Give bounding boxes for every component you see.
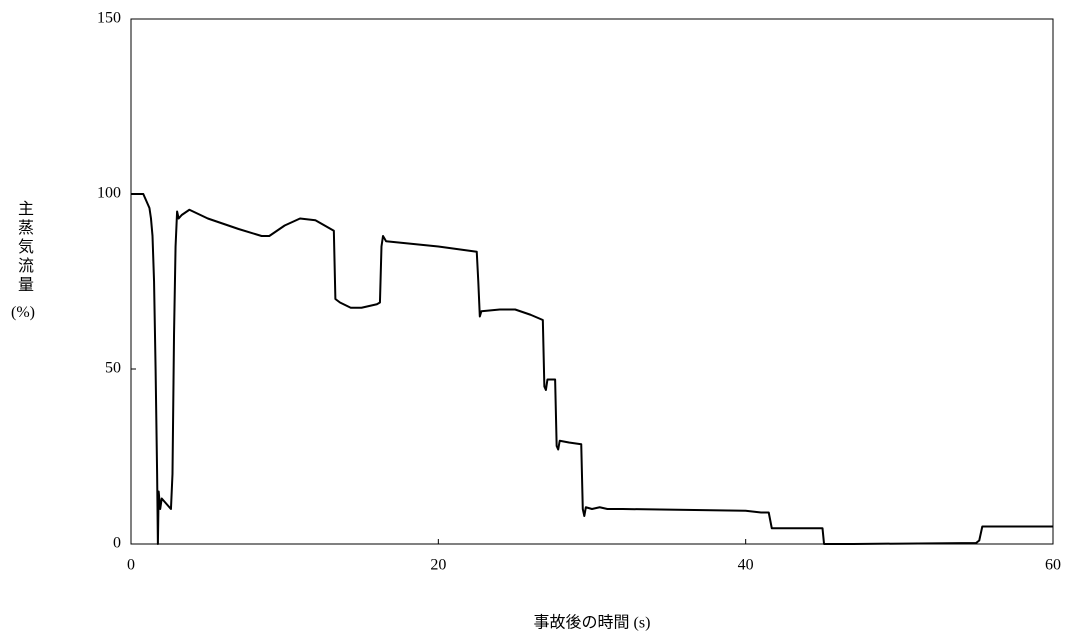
data-line (131, 193, 1053, 545)
y-tick-label: 150 (97, 10, 121, 27)
y-axis-label-line: 主蒸気流量 (15, 200, 32, 295)
y-axis-label-unit: (%) (11, 304, 35, 321)
y-tick-label: 0 (113, 535, 121, 552)
x-tick-label: 20 (430, 557, 446, 574)
y-tick-label: 50 (105, 360, 121, 377)
x-tick-label: 40 (738, 557, 754, 574)
plot-frame (130, 18, 1054, 545)
x-axis-label: 事故後の時間 (s) (534, 614, 651, 632)
y-tick-label: 100 (97, 185, 121, 202)
y-axis-label: 主蒸気流量 (%) (8, 200, 38, 324)
x-tick-label: 0 (127, 557, 135, 574)
x-tick-label: 60 (1045, 557, 1061, 574)
